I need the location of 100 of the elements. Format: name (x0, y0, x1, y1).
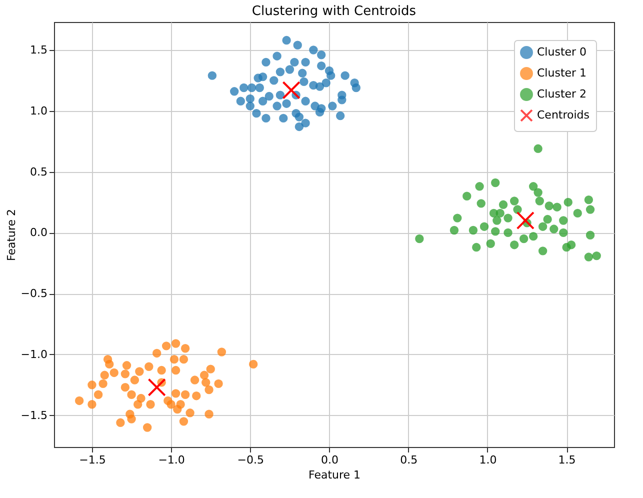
point (105, 360, 114, 369)
point (510, 240, 519, 250)
point (535, 196, 544, 206)
point (450, 226, 459, 235)
point (513, 205, 522, 214)
legend-label: Cluster 0 (537, 46, 587, 58)
point (152, 348, 162, 358)
point (192, 392, 201, 400)
point (272, 102, 282, 110)
point (272, 52, 282, 60)
point (415, 234, 424, 244)
chart-title: Clustering with Centroids (252, 4, 416, 19)
point (528, 182, 538, 191)
legend-label: Centroids (537, 108, 590, 122)
point (300, 77, 308, 86)
point (130, 376, 140, 384)
point (88, 400, 96, 409)
point (584, 252, 594, 262)
point (538, 246, 548, 256)
y-tick-label: 1.0 (30, 104, 48, 118)
point (88, 380, 96, 390)
point (316, 50, 326, 60)
point (258, 96, 268, 106)
point (498, 200, 508, 210)
point (127, 390, 136, 399)
y-tick-label: 0.5 (30, 165, 48, 178)
point (544, 202, 554, 210)
point (246, 102, 255, 110)
point (328, 102, 337, 110)
point (262, 114, 270, 123)
point (166, 400, 176, 409)
point (186, 408, 194, 418)
point (352, 83, 360, 92)
y-tick-label: 0.0 (30, 226, 48, 240)
point (586, 230, 595, 240)
point (462, 192, 472, 200)
point (453, 214, 462, 222)
point (276, 90, 285, 100)
point (173, 404, 182, 414)
point (476, 199, 486, 208)
y-tick-label: −1.5 (20, 408, 48, 422)
point (315, 108, 324, 116)
point (491, 178, 500, 188)
point (204, 385, 214, 394)
point (584, 195, 594, 204)
point (301, 118, 310, 128)
point (315, 82, 324, 91)
point (135, 367, 144, 376)
point (157, 366, 166, 375)
point (133, 400, 142, 409)
point (214, 379, 223, 388)
point (255, 83, 264, 92)
point (336, 111, 345, 120)
legend-label: Cluster 1 (537, 66, 587, 80)
point (294, 112, 304, 122)
point (262, 58, 270, 67)
point (298, 68, 307, 78)
point (236, 96, 246, 106)
point (270, 76, 278, 85)
point (516, 211, 534, 230)
x-axis-title: Feature 1 (308, 468, 361, 482)
point (550, 224, 558, 234)
y-axis-title: Feature 2 (4, 208, 18, 262)
point (171, 389, 180, 398)
y-tick-label: −1.0 (20, 348, 48, 361)
point (148, 378, 166, 396)
point (170, 354, 179, 364)
x-tick-label: −1.0 (158, 454, 185, 466)
point (472, 242, 481, 252)
point (98, 379, 108, 388)
point (538, 222, 548, 231)
point (282, 81, 300, 100)
x-tick-label: 1.5 (558, 454, 576, 466)
point (162, 342, 171, 350)
point (179, 354, 188, 364)
legend-label: Cluster 2 (537, 88, 587, 100)
point (491, 227, 500, 236)
point (94, 390, 103, 399)
point (120, 382, 130, 392)
point (301, 96, 310, 106)
point (146, 400, 155, 409)
point (290, 58, 299, 67)
point (248, 360, 258, 369)
point (171, 366, 180, 375)
y-tick-label: −0.5 (20, 287, 48, 300)
x-tick-label: 0.0 (321, 454, 339, 466)
point (534, 188, 542, 197)
point (239, 83, 248, 92)
point (204, 410, 214, 418)
point (316, 61, 326, 70)
point (230, 87, 239, 96)
y-tick-label: 1.5 (30, 44, 48, 57)
point (528, 232, 538, 241)
point (282, 99, 291, 108)
point (301, 58, 310, 67)
point (486, 239, 495, 248)
point (180, 344, 190, 353)
point (200, 370, 209, 380)
point (142, 423, 152, 432)
point (340, 71, 350, 80)
